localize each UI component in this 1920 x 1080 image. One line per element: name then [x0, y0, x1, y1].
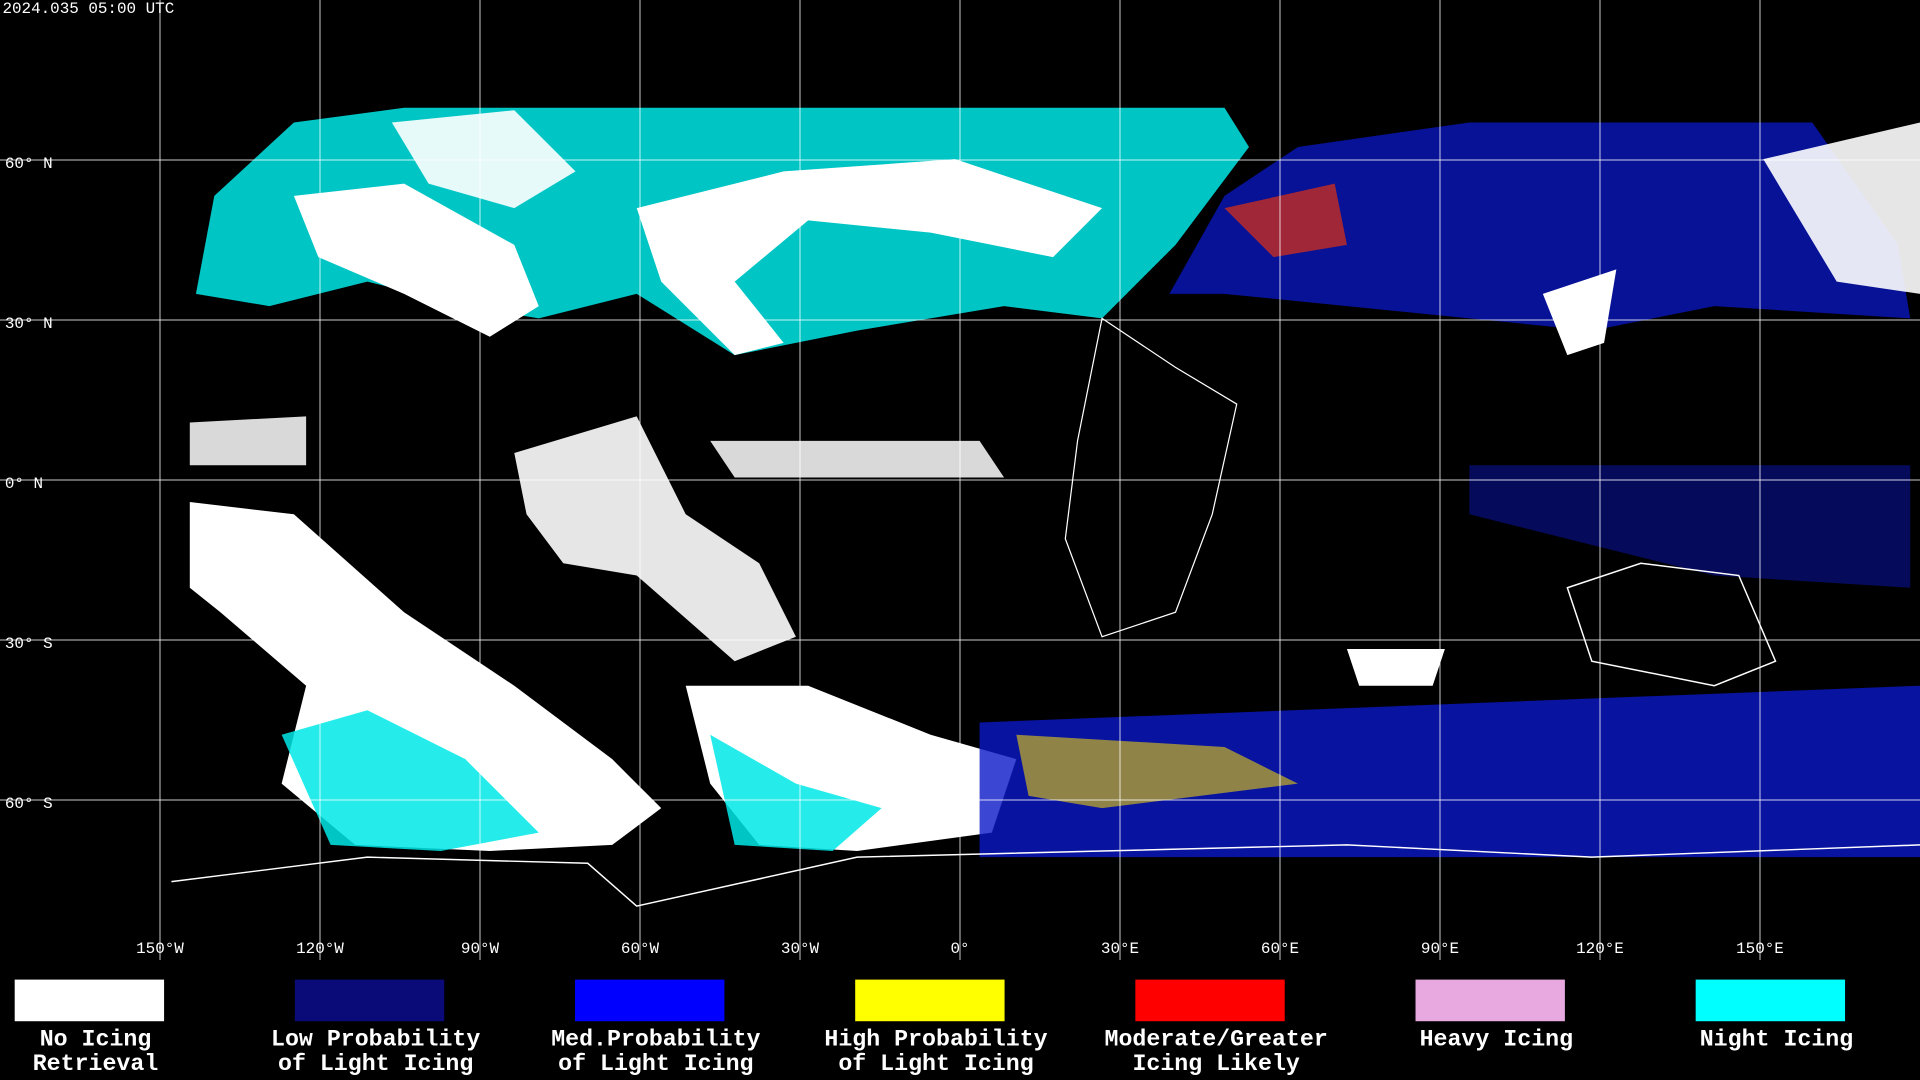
no-icing-cloud	[1763, 122, 1920, 294]
lon-label: 60°E	[1261, 940, 1299, 958]
no-icing-cloud	[189, 416, 307, 466]
lon-label: 90°W	[461, 940, 500, 958]
legend-swatch	[575, 979, 725, 1022]
moderate-icing-region	[1224, 183, 1347, 258]
high-icing-region	[1016, 734, 1298, 809]
lon-label: 120°W	[296, 940, 344, 958]
lat-label: 30° S	[5, 635, 53, 653]
no-icing-cloud	[636, 159, 1103, 356]
legend-label: Retrieval	[33, 1051, 159, 1077]
graticule: 150°W 120°W 90°W 60°W 30°W 0° 30°E 60°E 90°E 120°…	[0, 0, 1920, 960]
legend-swatch	[14, 979, 165, 1022]
timestamp: 2024.035 05:00 UTC	[2, 0, 174, 18]
legend-swatch	[1415, 979, 1565, 1022]
legend-label: of Light Icing	[558, 1051, 753, 1077]
lon-label: 150°W	[136, 940, 184, 958]
legend-label: Icing Likely	[1132, 1051, 1299, 1077]
no-icing-cloud	[391, 110, 576, 209]
lat-label: 30° N	[5, 315, 53, 333]
lat-label: 0° N	[5, 475, 43, 493]
lon-label: 60°W	[621, 940, 660, 958]
legend-swatch	[1135, 979, 1285, 1022]
legend-label: No Icing	[40, 1027, 152, 1053]
no-icing-cloud	[1346, 648, 1445, 686]
legend-label: Night Icing	[1700, 1027, 1853, 1053]
no-icing-cloud	[293, 183, 539, 337]
lon-label: 90°E	[1421, 940, 1459, 958]
legend-swatch	[1695, 979, 1846, 1022]
cloud-field	[171, 107, 1920, 907]
coastline	[1566, 562, 1777, 687]
lon-label: 30°E	[1101, 940, 1139, 958]
legend-swatch	[855, 979, 1005, 1022]
no-icing-cloud	[1542, 269, 1617, 356]
lon-label: 120°E	[1576, 940, 1624, 958]
legend-label: of Light Icing	[838, 1051, 1033, 1077]
med-icing-region	[1169, 122, 1911, 331]
med-icing-region	[1469, 465, 1911, 588]
lat-label: 60° S	[5, 795, 53, 813]
lon-label: 30°W	[781, 940, 820, 958]
night-icing-south	[281, 710, 539, 852]
no-icing-cloud	[710, 440, 1005, 478]
legend-label: Heavy Icing	[1420, 1027, 1573, 1053]
med-icing-region	[979, 685, 1920, 858]
legend-label: Med.Probability	[551, 1027, 760, 1053]
lat-label: 60° N	[5, 155, 53, 173]
legend-label: of Light Icing	[278, 1051, 473, 1077]
coastline	[171, 844, 1920, 907]
no-icing-cloud	[514, 416, 796, 662]
legend-label: Low Probability	[271, 1027, 480, 1053]
legend-label: High Probability	[824, 1027, 1047, 1053]
lon-label: 0°	[950, 940, 969, 958]
night-icing-south	[710, 734, 882, 852]
lon-label: 150°E	[1736, 940, 1784, 958]
legend-label: Moderate/Greater	[1105, 1027, 1328, 1053]
legend-swatch	[294, 979, 445, 1022]
coastline	[1064, 317, 1238, 638]
